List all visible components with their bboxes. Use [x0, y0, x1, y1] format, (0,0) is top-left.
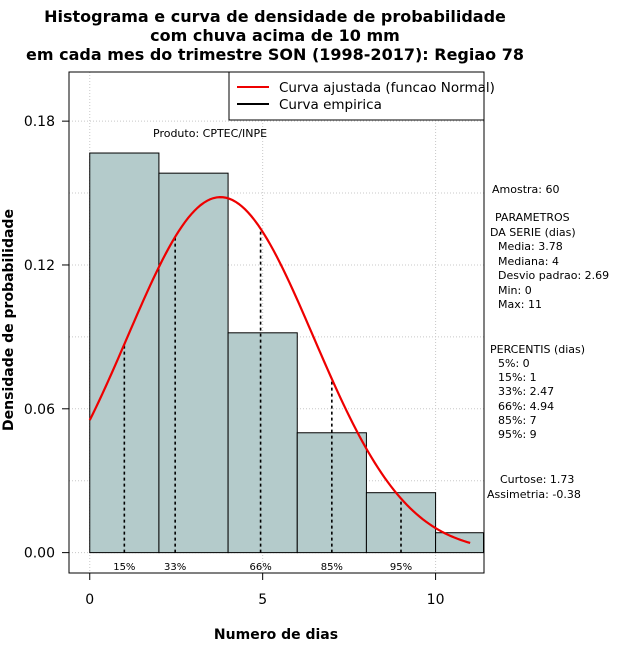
x-axis-label: Numero de dias — [214, 627, 338, 643]
y-axis-label: Densidade de probabilidade — [1, 209, 17, 431]
side-panel: Amostra: 60 PARAMETROS DA SERIE (dias) M… — [487, 183, 609, 501]
histogram-bar-2 — [158, 172, 229, 554]
percentil-15: 15%: 1 — [498, 371, 537, 384]
x-tick-label-10: 10 — [427, 592, 445, 608]
histogram-bar-4 — [296, 432, 367, 554]
kurtosis: Curtose: 1.73 — [500, 473, 574, 486]
percentile-label-85: 85% — [321, 562, 343, 573]
percentil-95: 95%: 9 — [498, 428, 537, 441]
y-axis: 0.00 0.06 0.12 0.18 — [24, 114, 70, 562]
percentile-label-66: 66% — [249, 562, 271, 573]
histogram-bar-3 — [227, 332, 298, 554]
legend: Curva ajustada (funcao Normal) Curva emp… — [228, 71, 495, 121]
skewness: Assimetria: -0.38 — [487, 488, 581, 501]
param-median: Mediana: 4 — [498, 255, 559, 268]
x-axis: 0 5 10 — [85, 572, 445, 608]
product-annotation: Produto: CPTEC/INPE — [153, 127, 267, 140]
param-mean: Media: 3.78 — [498, 240, 563, 253]
percentile-lines — [123, 228, 402, 553]
percentile-label-95: 95% — [390, 562, 412, 573]
param-max: Max: 11 — [498, 298, 542, 311]
x-tick-label-0: 0 — [85, 592, 94, 608]
chart-title: Histograma e curva de densidade de proba… — [26, 7, 524, 64]
percentile-label-15: 15% — [113, 562, 135, 573]
legend-fitted-label: Curva ajustada (funcao Normal) — [279, 80, 495, 96]
params-title-2: DA SERIE (dias) — [490, 226, 576, 239]
param-sd: Desvio padrao: 2.69 — [498, 269, 609, 282]
percentil-85: 85%: 7 — [498, 414, 537, 427]
sample-size: Amostra: 60 — [492, 183, 559, 196]
percentile-label-33: 33% — [164, 562, 186, 573]
percentil-33: 33%: 2.47 — [498, 385, 554, 398]
percentil-5: 5%: 0 — [498, 357, 530, 370]
y-tick-label-1: 0.06 — [24, 402, 55, 418]
y-tick-label-2: 0.12 — [24, 258, 55, 274]
title-line-3: em cada mes do trimestre SON (1998-2017)… — [26, 45, 524, 64]
percentile-labels: 15% 33% 66% 85% 95% — [113, 562, 412, 573]
percentis-title: PERCENTIS (dias) — [490, 343, 585, 356]
legend-box — [228, 71, 485, 121]
histogram-bar-6 — [435, 532, 485, 554]
fitted-curve-group — [88, 196, 471, 544]
fitted-curve — [88, 196, 471, 544]
title-line-2: com chuva acima de 10 mm — [150, 26, 400, 45]
params-title-1: PARAMETROS — [495, 211, 570, 224]
histogram-bars — [89, 152, 485, 554]
legend-empirical-label: Curva empirica — [279, 97, 382, 113]
param-min: Min: 0 — [498, 284, 532, 297]
x-tick-label-5: 5 — [258, 592, 267, 608]
y-tick-label-3: 0.18 — [24, 114, 55, 130]
y-tick-label-0: 0.00 — [24, 546, 55, 562]
percentil-66: 66%: 4.94 — [498, 400, 554, 413]
title-line-1: Histograma e curva de densidade de proba… — [44, 7, 506, 26]
